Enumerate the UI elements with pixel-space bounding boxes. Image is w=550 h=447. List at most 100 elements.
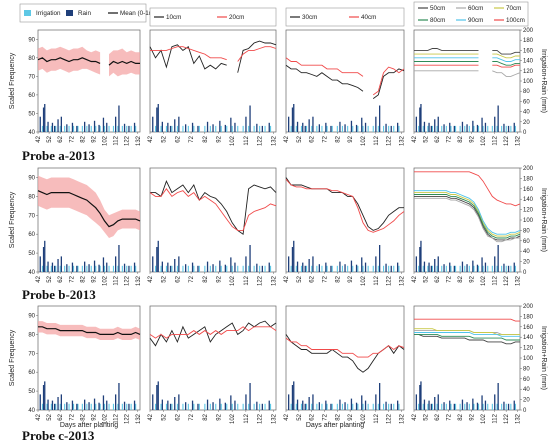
legend-2: 30cm 40cm — [285, 7, 405, 27]
rain-bar — [197, 125, 199, 132]
irrigation-bar — [290, 265, 292, 272]
series-line-50-100-2 — [414, 53, 520, 59]
irrigation-bar — [316, 265, 318, 272]
irrigation-bar — [160, 265, 162, 272]
rain-bar — [245, 256, 247, 272]
x-tick-label: 82 — [80, 135, 86, 142]
irrigation-bar — [455, 403, 457, 410]
rain-bar — [76, 125, 78, 132]
irrigation-bar — [259, 265, 261, 272]
rain-bar — [133, 262, 136, 272]
irrigation-bar — [398, 403, 400, 410]
irrigation-bar — [77, 125, 79, 132]
series-line-50-100-4 — [414, 57, 520, 62]
legend-label-3-5: 100cm — [506, 17, 525, 24]
irrigation-bar — [187, 265, 189, 272]
rain-bar — [428, 262, 430, 272]
x-tick-label: 92 — [91, 413, 97, 420]
irrigation-bar — [491, 403, 493, 410]
irrigation-bar — [90, 125, 92, 132]
rain-bar — [206, 121, 209, 132]
irrigation-bar — [112, 403, 114, 410]
x-tick-label: 72 — [322, 413, 328, 420]
rain-bar — [364, 400, 367, 410]
series-line-10-20-0 — [149, 40, 277, 73]
rain-bar — [308, 119, 310, 133]
irrigation-bar — [68, 125, 70, 132]
irrigation-bar — [198, 125, 200, 132]
panel-0-2: 42 52 62 72 82 92 102 112 122 132 — [284, 29, 405, 146]
x-tick-label: 92 — [348, 135, 354, 142]
rain-bar — [476, 124, 479, 132]
irrigation-bar — [393, 125, 395, 132]
series-line-50-100-5 — [414, 64, 520, 68]
rain-bar — [47, 121, 49, 132]
rain-bar — [128, 125, 130, 132]
x-tick-label: 102 — [230, 135, 236, 146]
panel-1-1: 42 52 62 72 82 92 102 112 122 132 — [148, 167, 277, 286]
rain-bar — [308, 259, 310, 272]
series-line-30-40-1 — [285, 337, 405, 358]
y2-tick-label: 200 — [523, 304, 534, 310]
rain-bar — [156, 247, 158, 272]
x-tick-label: 92 — [216, 413, 222, 420]
rain-bar — [484, 262, 487, 272]
y2-tick-label: 200 — [523, 166, 534, 172]
rain-bar — [118, 105, 120, 132]
x-tick-label: 52 — [297, 135, 303, 142]
irrigation-bar — [336, 265, 338, 272]
y-tick-label: 50 — [28, 389, 35, 395]
x-tick-label: 82 — [203, 413, 209, 420]
panel-frame — [149, 167, 277, 273]
irrigation-bar — [459, 265, 461, 272]
rain-bar — [415, 394, 417, 410]
x-tick-label: 82 — [80, 413, 86, 420]
y2-tick-label: 20 — [523, 260, 530, 266]
figure-labels: Probe a-2013 Probe b-2013 Probe c-2013 — [22, 148, 96, 443]
rain-bar — [466, 264, 468, 272]
irrigation-bar — [46, 125, 48, 132]
legend-label-2-0: 30cm — [302, 14, 317, 21]
irrigation-bar — [336, 125, 338, 132]
rain-bar — [390, 125, 392, 132]
rain-bar — [318, 402, 320, 410]
rain-bar — [304, 125, 306, 132]
rain-bar — [106, 122, 108, 132]
rain-bar — [178, 256, 180, 272]
rain-bar — [385, 263, 387, 272]
x-tick-label: 52 — [162, 413, 168, 420]
rain-bar — [344, 124, 346, 132]
y-tick-label: 90 — [28, 175, 35, 181]
irrigation-bar — [215, 265, 217, 272]
rain-bar — [437, 116, 439, 132]
irrigation-bar — [514, 265, 516, 272]
irrigation-bar — [77, 265, 79, 272]
rain-bar — [212, 264, 214, 272]
rain-bar — [60, 256, 62, 272]
rain-bar — [249, 245, 251, 272]
irrigation-bar — [300, 265, 302, 272]
rain-bar — [66, 264, 68, 272]
irrigation-bar — [450, 125, 452, 132]
x-tick-label: 52 — [297, 413, 303, 420]
rain-bar — [497, 383, 499, 410]
panel-frame — [285, 29, 405, 133]
x-tick-label: 62 — [175, 275, 181, 282]
irrigation-bar — [482, 403, 484, 410]
irrigation-bar — [422, 125, 424, 132]
x-tick-label: 112 — [114, 413, 120, 423]
x-tick-label: 122 — [387, 135, 393, 146]
rain-bar — [102, 117, 105, 132]
rain-bar — [481, 117, 483, 132]
irrigation-bar — [422, 265, 424, 272]
irrigation-bar — [182, 403, 184, 410]
rain-bar — [102, 395, 105, 410]
rain-bar — [379, 383, 381, 410]
series-line-mean-0 — [37, 190, 141, 228]
rain-bar — [185, 264, 187, 272]
irrigation-bar — [220, 403, 222, 410]
x-tick-label: 62 — [58, 275, 64, 282]
rain-bar — [385, 401, 387, 410]
rain-bar — [57, 259, 59, 272]
irrigation-bar — [427, 125, 429, 132]
